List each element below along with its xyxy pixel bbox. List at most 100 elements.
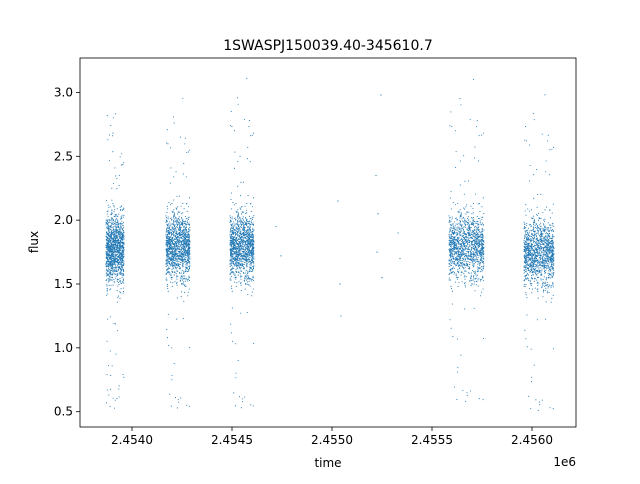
data-point [173,228,175,230]
data-point [455,263,457,266]
data-point [468,180,470,182]
data-point [118,213,120,215]
data-point [111,218,113,220]
data-point [110,271,112,273]
data-point [184,241,186,243]
data-point [245,237,247,239]
data-point [236,258,239,260]
data-point [242,248,244,251]
data-point [476,230,478,232]
data-point [120,245,122,247]
data-point [230,269,232,271]
data-point [457,371,459,373]
data-point [472,263,474,265]
data-point [472,240,474,242]
data-point [252,243,254,246]
data-point [111,222,113,224]
data-point [110,125,112,127]
data-point [117,234,119,236]
data-point [115,264,117,266]
data-point [185,261,187,263]
data-point [237,224,239,226]
data-point [188,276,190,278]
data-point [235,262,237,264]
data-point [236,220,238,222]
data-point [236,97,238,99]
data-point [119,241,121,243]
data-point [453,227,455,229]
data-point [115,226,117,228]
data-point [169,243,171,245]
data-point [462,390,464,392]
data-point [251,268,253,271]
data-point [106,247,108,249]
data-point [111,264,113,266]
data-point [477,253,479,255]
data-point [448,221,450,223]
data-point [175,242,177,244]
data-point [234,231,237,233]
data-point [248,237,250,239]
data-point [177,213,179,215]
data-point [123,207,125,209]
data-point [464,286,467,288]
data-point [252,255,254,257]
data-point [252,247,254,249]
data-point [478,398,480,400]
data-point [233,271,235,274]
data-point [451,242,453,245]
data-point [174,248,177,250]
data-point [120,217,122,219]
data-point [170,265,172,267]
data-point [169,147,172,149]
data-point [236,282,238,284]
data-point [184,137,186,139]
data-point [449,279,451,281]
data-point [478,255,480,257]
data-point [480,245,482,247]
data-point [170,248,172,250]
data-point [116,269,118,271]
data-point [473,251,475,253]
data-point [463,273,465,275]
data-point [230,252,232,254]
data-point [476,223,478,225]
data-point [106,227,108,229]
data-point [182,235,184,238]
data-point [109,350,111,352]
data-point [112,251,114,254]
data-point [112,232,115,234]
data-point [238,271,240,273]
data-point [452,260,454,262]
data-point [182,281,185,283]
data-point [477,249,479,251]
data-point [237,226,240,228]
data-point [454,254,456,256]
data-point [116,231,118,233]
data-point [119,261,121,263]
data-point [230,224,233,226]
data-point [251,253,253,255]
data-point [248,241,250,243]
data-point [109,405,111,408]
data-point [470,276,472,278]
data-point [165,215,167,217]
data-point [236,267,238,269]
data-point [241,261,243,263]
data-point [243,263,245,265]
data-point [456,276,458,279]
data-point [106,210,108,213]
data-point [233,227,235,229]
data-point [121,229,124,231]
data-point [238,265,240,267]
data-point [185,245,187,248]
data-point [170,229,172,231]
data-point [471,237,473,239]
data-point [167,284,169,286]
data-point [107,247,109,249]
data-point [248,246,250,248]
data-point [182,266,184,268]
data-point [165,219,167,221]
data-point [178,222,180,224]
data-point [176,282,178,284]
